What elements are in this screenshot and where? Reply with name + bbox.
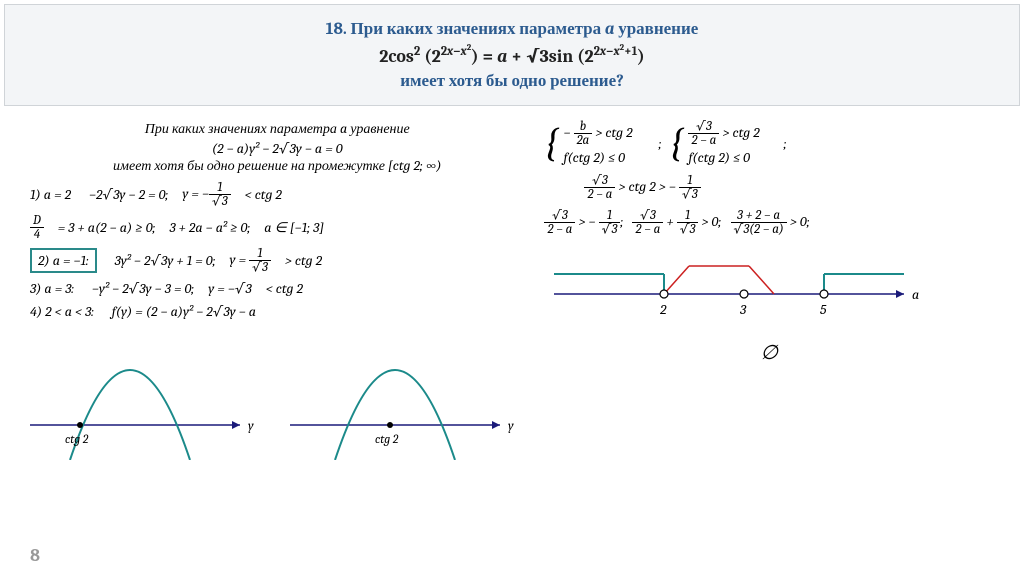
case-1: 1) a = 2 −2√3y − 2 = 0; y = −1√3 < ctg 2 bbox=[30, 181, 524, 208]
header-line-1: 18. При каких значениях параметра a урав… bbox=[45, 19, 979, 39]
case-3: 3) a = 3: −y² − 2√3y − 3 = 0; y = −√3 < … bbox=[30, 280, 524, 297]
D-c: a ∈ [−1; 3] bbox=[264, 219, 324, 236]
svg-text:ctg 2: ctg 2 bbox=[65, 432, 89, 446]
problem-header: 18. При каких значениях параметра a урав… bbox=[4, 4, 1020, 106]
discriminant-row: D4 = 3 + a(2 − a) ≥ 0; 3 + 2a − a² ≥ 0; … bbox=[30, 214, 524, 241]
case-3-eq1: −y² − 2√3y − 3 = 0; bbox=[92, 280, 194, 297]
right-column: { − b2a > ctg 2 f(ctg 2) ≤ 0 ; { √32 − a… bbox=[524, 120, 994, 460]
parabola-left: y ctg 2 bbox=[30, 330, 260, 460]
case-4-func: f(y) = (2 − a)y² − 2√3y − a bbox=[112, 303, 256, 320]
parabola-graphs: y ctg 2 y ctg 2 bbox=[30, 330, 524, 460]
system-1: { − b2a > ctg 2 f(ctg 2) ≤ 0 bbox=[544, 120, 632, 166]
D-frac: D4 bbox=[30, 214, 44, 241]
case-4-label: 4) 2 < a < 3: bbox=[30, 303, 94, 320]
svg-text:a: a bbox=[912, 286, 919, 303]
case-2-eq2: y = 1√3 bbox=[229, 247, 270, 274]
case-3-cmp: < ctg 2 bbox=[266, 280, 303, 297]
case-2-cmp: > ctg 2 bbox=[285, 252, 322, 269]
D-a: = 3 + a(2 − a) ≥ 0; bbox=[58, 219, 156, 236]
header-suffix: уравнение bbox=[614, 20, 698, 39]
content-area: При каких значениях параметра a уравнени… bbox=[0, 110, 1024, 460]
header-line-2: имеет хотя бы одно решение? bbox=[45, 71, 979, 91]
system-2: { √32 − a > ctg 2 f(ctg 2) ≤ 0 bbox=[669, 120, 759, 166]
svg-text:ctg 2: ctg 2 bbox=[375, 432, 399, 446]
sub-equation: (2 − a)y² − 2√3y − a = 0 bbox=[30, 140, 524, 157]
inequality-line-2: √32 − a > − 1√3; √32 − a + 1√3 > 0; 3 + … bbox=[544, 209, 994, 236]
svg-text:y: y bbox=[508, 419, 514, 434]
case-1-eq2: y = −1√3 bbox=[182, 181, 230, 208]
case-2-eq1: 3y² − 2√3y + 1 = 0; bbox=[115, 252, 216, 269]
svg-text:3: 3 bbox=[739, 301, 747, 318]
case-2-label: 2) a = −1: bbox=[30, 248, 97, 273]
case-2: 2) a = −1: 3y² − 2√3y + 1 = 0; y = 1√3 >… bbox=[30, 247, 524, 274]
inequality-line-1: √32 − a > ctg 2 > − 1√3 bbox=[584, 174, 994, 201]
sub-condition: имеет хотя бы одно решение на промежутке… bbox=[30, 157, 524, 175]
case-1-eq1: −2√3y − 2 = 0; bbox=[89, 186, 168, 203]
empty-set-symbol: ∅ bbox=[544, 340, 994, 364]
left-column: При каких значениях параметра a уравнени… bbox=[30, 120, 524, 460]
parabola-right: y ctg 2 bbox=[290, 330, 520, 460]
header-equation: 2cos2 (22x−x2) = a + √3sin (22x−x2+1) bbox=[45, 43, 979, 67]
sub-problem-title: При каких значениях параметра a уравнени… bbox=[30, 120, 524, 138]
svg-text:2: 2 bbox=[659, 301, 667, 318]
number-line: a 2 3 5 bbox=[544, 244, 924, 324]
svg-text:5: 5 bbox=[820, 301, 827, 318]
svg-text:y: y bbox=[248, 419, 254, 434]
case-3-eq2: y = −√3 bbox=[208, 280, 252, 297]
case-1-label: 1) a = 2 bbox=[30, 186, 71, 203]
case-4: 4) 2 < a < 3: f(y) = (2 − a)y² − 2√3y − … bbox=[30, 303, 524, 320]
case-3-label: 3) a = 3: bbox=[30, 280, 74, 297]
case-1-cmp: < ctg 2 bbox=[245, 186, 282, 203]
systems-row: { − b2a > ctg 2 f(ctg 2) ≤ 0 ; { √32 − a… bbox=[544, 120, 994, 166]
header-prefix: 18. При каких значениях параметра bbox=[326, 20, 605, 39]
D-b: 3 + 2a − a² ≥ 0; bbox=[169, 219, 250, 236]
page-number: 8 bbox=[30, 545, 40, 566]
